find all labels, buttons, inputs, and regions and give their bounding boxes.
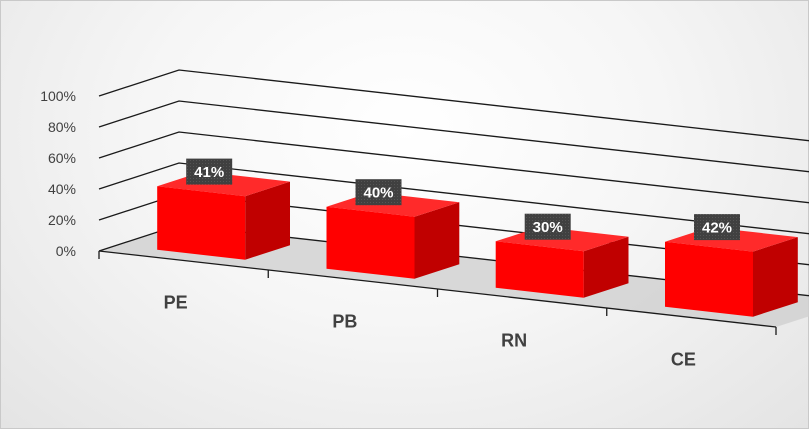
bar-pb <box>326 192 460 279</box>
bar-pe <box>157 171 290 260</box>
gridline <box>98 69 809 142</box>
data-label-text: 41% <box>194 164 224 181</box>
gridline <box>98 162 809 235</box>
data-label-text: 30% <box>533 219 563 236</box>
category-label: RN <box>501 331 527 351</box>
bar-ce <box>665 227 798 317</box>
data-label-box <box>524 213 571 240</box>
data-label-text: 40% <box>363 185 393 202</box>
bar-side <box>414 202 460 279</box>
category-label: CE <box>671 350 696 370</box>
bar-front <box>157 186 246 260</box>
bar-front <box>665 241 753 317</box>
y-tick-label: 0% <box>56 243 76 259</box>
bar-front <box>495 241 584 298</box>
data-label: 41% <box>186 158 233 185</box>
category-label: PB <box>332 312 357 332</box>
category-label: PE <box>164 293 188 313</box>
data-label: 30% <box>524 213 571 240</box>
chart-floor <box>99 225 809 327</box>
y-tick-label: 40% <box>48 181 76 197</box>
y-tick-label: 60% <box>48 150 76 166</box>
y-tick-label: 20% <box>48 212 76 228</box>
data-label-box <box>186 158 233 185</box>
gridline <box>98 131 809 204</box>
bar-front <box>326 206 415 279</box>
bar-side <box>583 236 629 298</box>
bar-side <box>245 181 290 260</box>
data-label-box <box>694 214 740 241</box>
bar-side <box>753 237 798 317</box>
y-tick-label: 80% <box>48 119 76 135</box>
gridline <box>98 100 809 173</box>
y-tick-label: 100% <box>40 88 76 104</box>
data-label: 40% <box>355 179 402 206</box>
data-label-box <box>355 179 402 206</box>
data-label: 42% <box>694 214 740 241</box>
data-label-text: 42% <box>702 220 732 237</box>
